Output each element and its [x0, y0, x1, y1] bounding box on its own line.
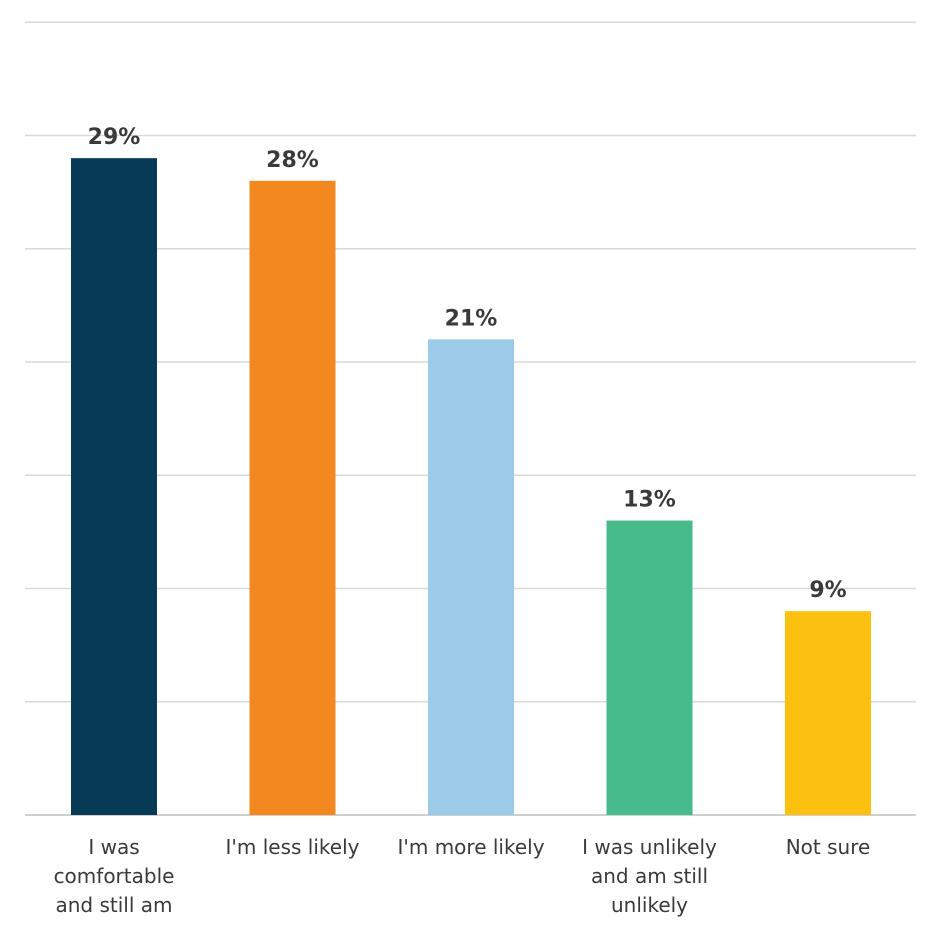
data-label: 9%	[809, 578, 846, 603]
x-tick-label: I'm more likely	[397, 835, 544, 859]
x-tick-label: I was comfortable and still am	[54, 835, 175, 917]
x-tick-label-line: comfortable	[54, 864, 175, 888]
x-tick-label: Not sure	[786, 835, 871, 859]
x-tick-label-line: I'm less likely	[226, 835, 360, 859]
x-tick-label: I was unlikely and am still unlikely	[582, 835, 717, 917]
category-labels: I was comfortable and still am I'm less lik…	[54, 835, 871, 917]
data-label: 21%	[445, 306, 498, 331]
x-tick-label-line: unlikely	[611, 893, 688, 917]
data-label: 29%	[88, 125, 141, 150]
x-tick-label-line: I was	[88, 835, 139, 859]
x-tick-label-line: I was unlikely	[582, 835, 717, 859]
bar	[606, 520, 693, 815]
x-tick-label: I'm less likely	[226, 835, 360, 859]
bars	[71, 158, 871, 816]
data-label: 13%	[623, 488, 676, 513]
x-tick-label-line: and am still	[591, 864, 708, 888]
bar	[428, 339, 514, 815]
x-tick-label-line: and still am	[55, 893, 172, 917]
value-labels: 29% 28% 21% 13% 9%	[88, 125, 847, 603]
x-tick-label-line: Not sure	[786, 835, 871, 859]
x-tick-label-line: I'm more likely	[397, 835, 544, 859]
bar	[71, 158, 157, 815]
bar	[249, 180, 336, 816]
data-label: 28%	[266, 148, 319, 173]
bar	[785, 611, 871, 815]
